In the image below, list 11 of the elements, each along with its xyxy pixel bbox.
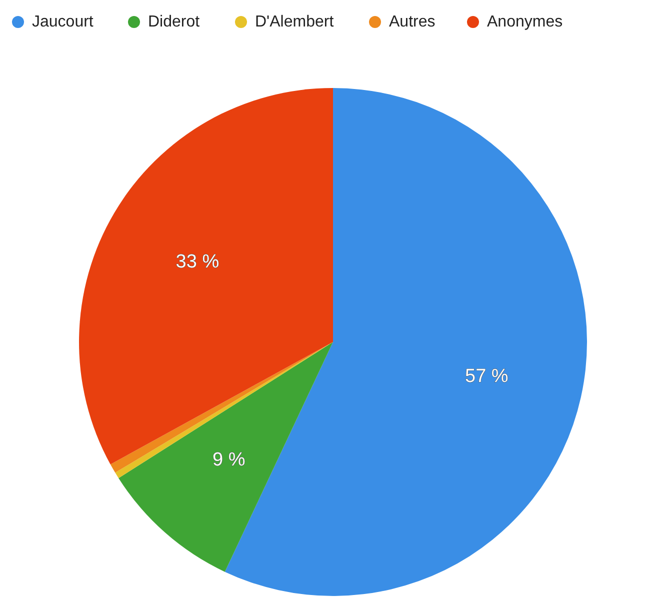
data-label: 9 %: [212, 450, 246, 471]
legend-label: Diderot: [148, 14, 200, 30]
data-label: 33 %: [176, 251, 220, 272]
pie-slice: [118, 342, 333, 572]
legend-label: D'Alembert: [255, 14, 334, 30]
legend-label: Autres: [389, 14, 436, 30]
pie-slice: [79, 88, 333, 464]
data-label: 57 %: [465, 366, 508, 387]
legend-label: Anonymes: [487, 14, 563, 30]
legend-label: Jaucourt: [32, 14, 94, 30]
pie-slice: [224, 88, 587, 596]
